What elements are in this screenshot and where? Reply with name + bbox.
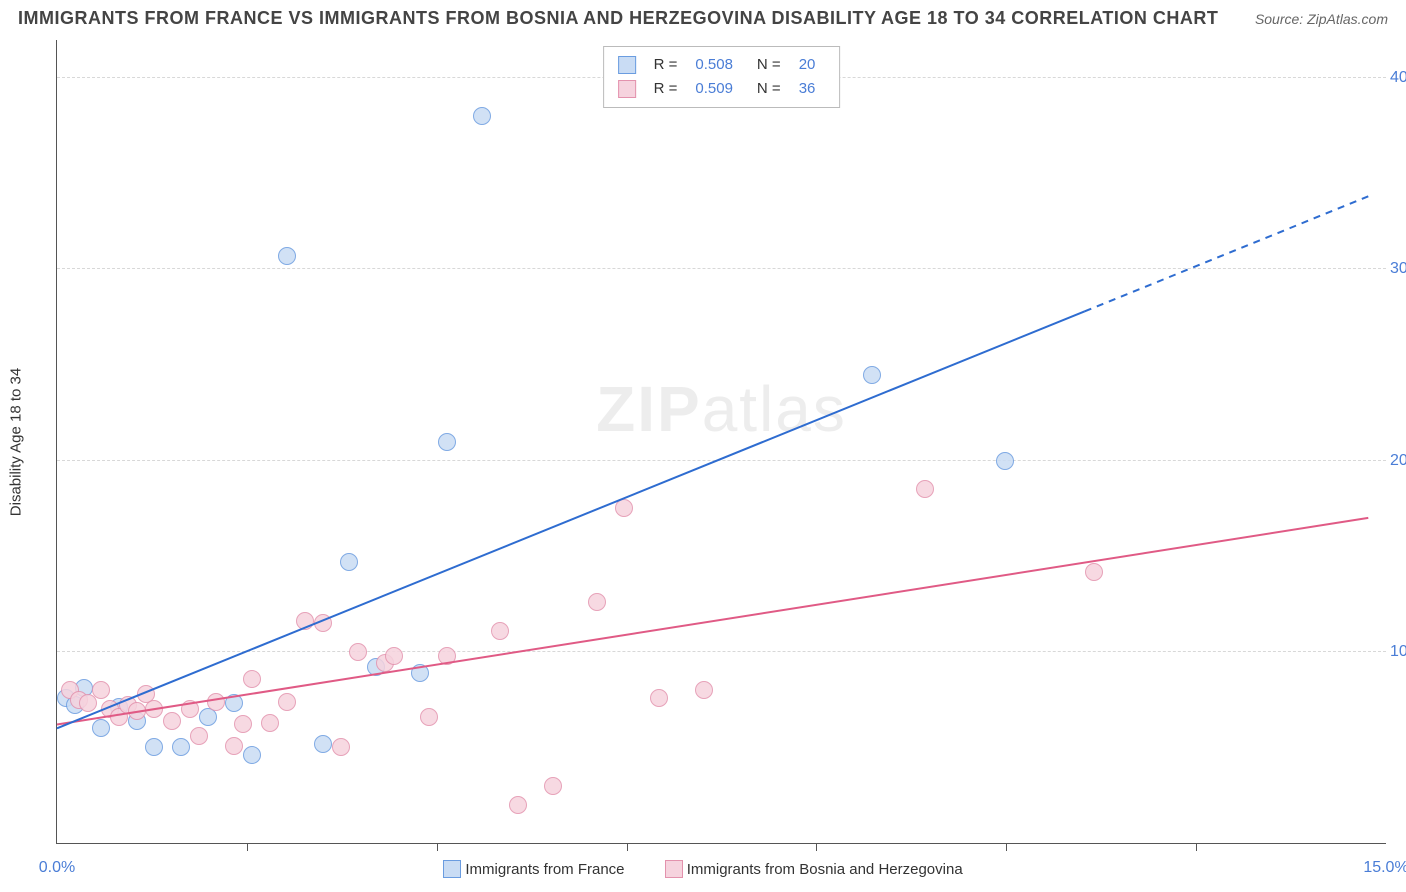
x-tick xyxy=(437,843,438,851)
data-point xyxy=(92,719,110,737)
regression-lines-svg xyxy=(57,40,1386,843)
data-point xyxy=(473,107,491,125)
data-point xyxy=(243,746,261,764)
data-point xyxy=(145,700,163,718)
data-point xyxy=(340,553,358,571)
data-point xyxy=(695,681,713,699)
data-point xyxy=(163,712,181,730)
r-value-bosnia: 0.509 xyxy=(695,77,733,101)
n-value-bosnia: 36 xyxy=(799,77,816,101)
data-point xyxy=(225,737,243,755)
plot-area: Disability Age 18 to 34 ZIPatlas R = 0.5… xyxy=(56,40,1386,844)
r-label: R = xyxy=(654,77,678,101)
data-point xyxy=(863,366,881,384)
data-point xyxy=(314,614,332,632)
y-tick-label: 30.0% xyxy=(1390,260,1406,278)
data-point xyxy=(172,738,190,756)
legend-label-france: Immigrants from France xyxy=(465,861,624,878)
data-point xyxy=(261,714,279,732)
legend-swatch-france xyxy=(618,56,636,74)
data-point xyxy=(145,738,163,756)
y-tick-label: 10.0% xyxy=(1390,643,1406,661)
data-point xyxy=(385,647,403,665)
chart-title: IMMIGRANTS FROM FRANCE VS IMMIGRANTS FRO… xyxy=(18,8,1218,29)
source-label: Source: ZipAtlas.com xyxy=(1255,11,1388,27)
x-tick xyxy=(247,843,248,851)
legend-swatch-bosnia xyxy=(618,80,636,98)
watermark: ZIPatlas xyxy=(596,372,847,446)
data-point xyxy=(615,499,633,517)
data-point xyxy=(544,777,562,795)
legend-item-france: Immigrants from France xyxy=(443,860,624,878)
data-point xyxy=(411,664,429,682)
data-point xyxy=(190,727,208,745)
data-point xyxy=(491,622,509,640)
n-value-france: 20 xyxy=(799,53,816,77)
legend-stats-row-france: R = 0.508 N = 20 xyxy=(618,53,826,77)
legend-item-bosnia: Immigrants from Bosnia and Herzegovina xyxy=(665,860,963,878)
legend-swatch-france xyxy=(443,860,461,878)
x-tick xyxy=(1006,843,1007,851)
data-point xyxy=(996,452,1014,470)
data-point xyxy=(278,693,296,711)
y-tick-label: 40.0% xyxy=(1390,69,1406,87)
legend-swatch-bosnia xyxy=(665,860,683,878)
data-point xyxy=(181,700,199,718)
data-point xyxy=(296,612,314,630)
data-point xyxy=(332,738,350,756)
data-point xyxy=(916,480,934,498)
x-tick xyxy=(1196,843,1197,851)
data-point xyxy=(588,593,606,611)
regression-line xyxy=(57,311,1085,728)
grid-line xyxy=(57,651,1386,652)
data-point xyxy=(349,643,367,661)
data-point xyxy=(225,694,243,712)
grid-line xyxy=(57,268,1386,269)
data-point xyxy=(314,735,332,753)
n-label: N = xyxy=(757,53,781,77)
data-point xyxy=(243,670,261,688)
data-point xyxy=(438,433,456,451)
x-tick xyxy=(816,843,817,851)
data-point xyxy=(207,693,225,711)
legend-stats-row-bosnia: R = 0.509 N = 36 xyxy=(618,77,826,101)
r-label: R = xyxy=(654,53,678,77)
y-axis-label: Disability Age 18 to 34 xyxy=(8,368,25,516)
data-point xyxy=(199,708,217,726)
data-point xyxy=(438,647,456,665)
data-point xyxy=(278,247,296,265)
regression-line-dashed xyxy=(1085,196,1369,311)
regression-line xyxy=(57,518,1368,725)
data-point xyxy=(234,715,252,733)
data-point xyxy=(509,796,527,814)
legend-label-bosnia: Immigrants from Bosnia and Herzegovina xyxy=(687,861,963,878)
n-label: N = xyxy=(757,77,781,101)
data-point xyxy=(1085,563,1103,581)
data-point xyxy=(420,708,438,726)
data-point xyxy=(92,681,110,699)
legend-stats: R = 0.508 N = 20 R = 0.509 N = 36 xyxy=(603,46,841,108)
legend-bottom: Immigrants from France Immigrants from B… xyxy=(0,860,1406,882)
grid-line xyxy=(57,460,1386,461)
x-tick xyxy=(627,843,628,851)
data-point xyxy=(79,694,97,712)
r-value-france: 0.508 xyxy=(695,53,733,77)
data-point xyxy=(128,702,146,720)
data-point xyxy=(650,689,668,707)
y-tick-label: 20.0% xyxy=(1390,452,1406,470)
